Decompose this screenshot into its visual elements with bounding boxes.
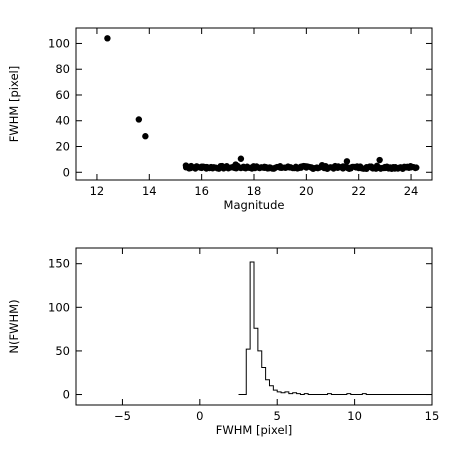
x-axis-title: FWHM [pixel] (216, 423, 292, 437)
scatter-point (216, 164, 224, 171)
scatter-point (271, 164, 279, 172)
scatter-point (413, 164, 420, 171)
scatter-point (240, 163, 247, 171)
scatter-point (276, 164, 284, 171)
x-tick-label: 16 (194, 184, 209, 198)
scatter-point (282, 164, 289, 171)
scatter-point (402, 163, 410, 171)
scatter-point (287, 164, 294, 171)
x-tick-label: 14 (142, 184, 157, 198)
scatter-point (292, 164, 300, 172)
y-tick-label: 80 (55, 62, 70, 76)
scatter-point (368, 164, 375, 171)
scatter-point (308, 164, 315, 171)
scatter-point (363, 164, 370, 171)
y-tick-label: 50 (55, 344, 70, 358)
y-tick-label: 40 (55, 114, 70, 128)
scatter-point (193, 163, 200, 170)
x-tick-label: 12 (90, 184, 105, 198)
scatter-point (376, 156, 383, 164)
scatter-point (303, 164, 310, 171)
scatter-point (261, 164, 268, 171)
plot-frame (75, 247, 433, 406)
scatter-point (256, 164, 263, 172)
scatter-point (343, 158, 351, 165)
scatter-point (407, 164, 415, 171)
x-tick-label: 18 (247, 184, 262, 198)
x-tick-label: 10 (347, 409, 362, 423)
scatter-point (313, 164, 321, 171)
y-tick-label: 100 (48, 300, 70, 314)
y-axis-title: N(FWHM) (7, 299, 21, 353)
scatter-point (352, 164, 360, 171)
x-tick-label: −5 (114, 409, 131, 423)
y-tick-label: 100 (48, 36, 70, 50)
scatter-panel: 12 14 16 18 20 22 24 0 20 40 60 80 100 Magnitude FWHM … (7, 27, 433, 212)
scatter-point (135, 116, 143, 123)
scatter-point (318, 161, 326, 169)
scatter-point (237, 155, 245, 162)
scatter-point (329, 164, 336, 171)
x-tick-label: 15 (425, 409, 440, 423)
y-tick-label: 20 (55, 140, 70, 154)
scatter-point (373, 162, 381, 170)
scatter-point (266, 164, 273, 171)
y-tick-label: 60 (55, 88, 70, 102)
scatter-point (397, 164, 404, 171)
scatter-point (386, 164, 394, 171)
scatter-point (324, 164, 331, 171)
scatter-point (334, 164, 341, 171)
scatter-point (187, 162, 195, 170)
x-axis-title: Magnitude (224, 198, 285, 212)
scatter-point (297, 164, 305, 171)
scatter-point (203, 163, 211, 171)
x-tick-label: 24 (404, 184, 419, 198)
scatter-point (339, 163, 347, 170)
scatter-point (104, 35, 111, 42)
histogram-step-line (238, 261, 432, 396)
y-tick-label: 0 (63, 388, 70, 402)
y-tick-label: 150 (48, 257, 70, 271)
scatter-point (232, 161, 239, 168)
x-tick-label: 22 (351, 184, 366, 198)
scatter-point (392, 164, 399, 171)
scatter-point (142, 133, 149, 140)
scatter-point (224, 164, 232, 171)
x-tick-label: 0 (196, 409, 203, 423)
y-tick-label: 0 (63, 165, 70, 179)
scatter-point (250, 164, 258, 171)
scatter-point (358, 164, 365, 171)
x-tick-label: 5 (274, 409, 281, 423)
scatter-point (182, 162, 190, 169)
y-axis-title: FWHM [pixel] (7, 66, 21, 142)
scatter-point (210, 164, 217, 171)
scatter-point (347, 164, 355, 171)
x-tick-label: 20 (299, 184, 314, 198)
scatter-point (381, 163, 389, 171)
scatter-point (198, 163, 205, 170)
